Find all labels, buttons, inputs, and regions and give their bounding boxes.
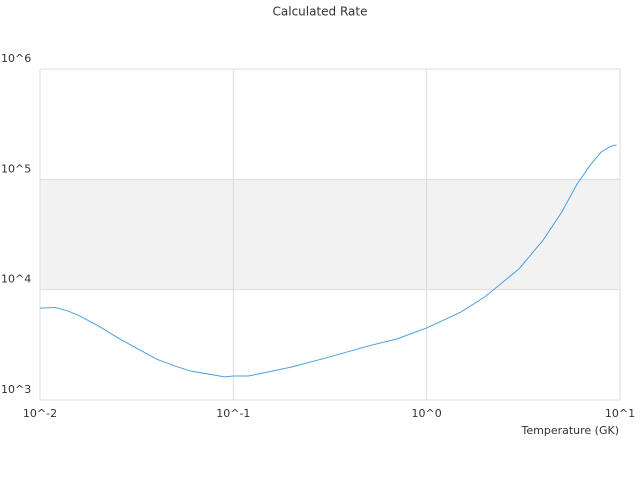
data-line: [39, 144, 617, 378]
x-tick-label: 10^1: [605, 407, 635, 420]
x-tick-label: 10^0: [412, 407, 442, 420]
y-tick-label: 10^6: [1, 52, 31, 65]
chart-title: Calculated Rate: [273, 5, 368, 19]
y-tick-label: 10^4: [1, 273, 31, 286]
y-tick-label: 10^5: [1, 162, 31, 175]
plot-band: [40, 179, 620, 290]
x-tick-label: 10^-1: [216, 407, 250, 420]
x-tick-label: 10^-2: [23, 407, 57, 420]
x-axis-label: Temperature (GK): [521, 424, 620, 437]
y-tick-label: 10^3: [1, 383, 31, 396]
